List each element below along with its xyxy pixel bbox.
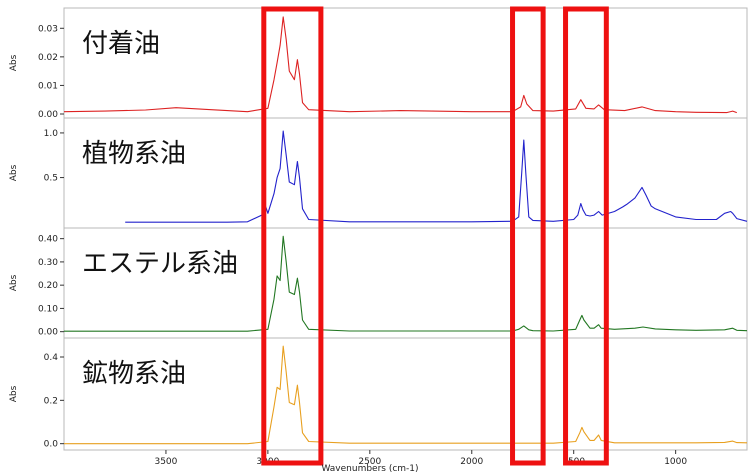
panel-frame xyxy=(63,117,748,229)
y-tick-label: 0.02 xyxy=(38,53,58,63)
spectrum-panel: 0.4 0.2 0.0 Abs 鉱物系油 xyxy=(9,337,748,451)
y-tick-label: 0.2 xyxy=(44,396,58,406)
x-tick-label: 2000 xyxy=(460,457,483,467)
y-tick-label: 0.03 xyxy=(38,24,58,34)
highlight-box xyxy=(261,6,324,466)
panel-frame xyxy=(63,337,748,451)
panel-frame xyxy=(63,7,748,119)
y-tick-label: 0.20 xyxy=(38,281,58,291)
y-tick-label: 0.10 xyxy=(38,304,58,314)
y-tick-label: 0.30 xyxy=(38,258,58,268)
y-tick-label: 1.0 xyxy=(44,129,59,139)
spectrum-line xyxy=(64,345,748,445)
sample-label: 付着油 xyxy=(82,29,160,59)
spectrum-panel: 1.0 0.5 Abs 植物系油 xyxy=(9,117,748,229)
y-axis-title: Abs xyxy=(9,274,19,291)
y-tick-label: 0.01 xyxy=(38,81,58,91)
y-tick-label: 0.00 xyxy=(38,110,58,120)
x-tick-label: 1000 xyxy=(664,457,687,467)
y-axis-title: Abs xyxy=(9,54,19,71)
panel-frame xyxy=(63,227,748,339)
y-tick-label: 0.5 xyxy=(44,174,58,184)
highlight-box xyxy=(510,6,546,466)
y-tick-label: 0.40 xyxy=(38,235,58,245)
y-tick-label: 0.4 xyxy=(44,353,59,363)
highlight-box xyxy=(563,6,609,466)
y-axis-title: Abs xyxy=(9,385,19,402)
spectrum-panel: 0.03 0.02 0.01 0.00 Abs 付着油 xyxy=(9,7,748,120)
highlight-boxes xyxy=(261,6,609,466)
spectrum-panel: 0.40 0.30 0.20 0.10 0.00 Abs エステル系油 xyxy=(9,227,748,339)
x-tick-label: 3500 xyxy=(154,457,177,467)
x-axis-title: Wavenumbers (cm-1) xyxy=(321,464,418,474)
y-axis-title: Abs xyxy=(9,164,19,181)
spectra-panels: 0.030.020.010.00Abs付着油1.00.5Abs植物系油0.400… xyxy=(9,7,748,451)
sample-label: 鉱物系油 xyxy=(82,359,186,389)
spectrum-line xyxy=(64,235,748,332)
spectrum-line xyxy=(125,130,748,223)
sample-label: 植物系油 xyxy=(82,139,186,169)
y-tick-label: 0.00 xyxy=(38,328,58,338)
spectrum-line xyxy=(63,16,737,114)
sample-label: エステル系油 xyxy=(82,249,238,279)
x-tick-label: 2500 xyxy=(358,457,381,467)
y-tick-label: 0.0 xyxy=(44,440,59,450)
